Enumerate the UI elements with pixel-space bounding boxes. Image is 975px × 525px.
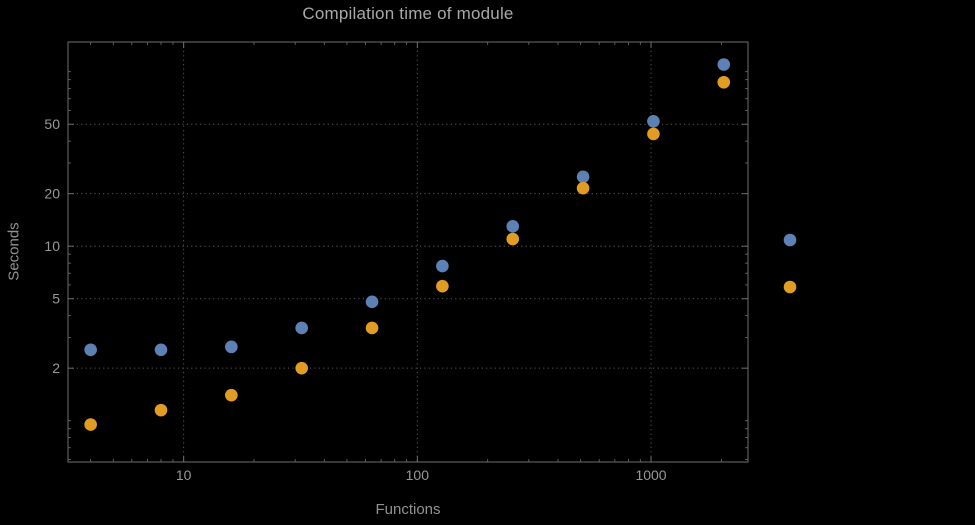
- data-point-blue: [365, 295, 379, 309]
- data-point-orange: [436, 279, 449, 293]
- data-point-orange: [506, 232, 520, 246]
- data-point-blue: [436, 259, 449, 273]
- data-point-blue: [225, 340, 238, 354]
- y-tick-label: 20: [44, 186, 60, 202]
- data-point-blue: [717, 58, 731, 71]
- x-tick-label: 10: [176, 467, 192, 483]
- legend-marker-2: [783, 280, 797, 294]
- y-tick-label: 5: [52, 291, 60, 307]
- data-point-orange: [84, 418, 97, 431]
- data-point-blue: [84, 343, 97, 357]
- data-point-orange: [647, 127, 660, 141]
- plot-frame: [67, 41, 749, 463]
- data-point-blue: [506, 220, 520, 233]
- data-point-orange: [576, 181, 590, 195]
- data-point-orange: [154, 403, 168, 417]
- data-point-orange: [225, 388, 238, 402]
- y-tick-label: 10: [44, 238, 60, 254]
- chart-title: Compilation time of module: [302, 4, 514, 23]
- x-tick-label: 1000: [635, 467, 666, 483]
- data-point-blue: [576, 170, 590, 184]
- x-tick-label: 100: [406, 467, 430, 483]
- data-point-blue: [295, 321, 308, 335]
- data-point-orange: [717, 75, 731, 89]
- y-tick-label: 50: [44, 116, 60, 132]
- data-point-orange: [365, 321, 379, 335]
- data-point-blue: [154, 343, 168, 357]
- y-axis-label: Seconds: [5, 222, 23, 281]
- data-point-orange: [295, 361, 308, 375]
- data-point-blue: [647, 114, 660, 128]
- x-axis-label: Functions: [375, 501, 441, 518]
- legend-marker-1: [783, 233, 797, 247]
- y-tick-label: 2: [52, 360, 60, 376]
